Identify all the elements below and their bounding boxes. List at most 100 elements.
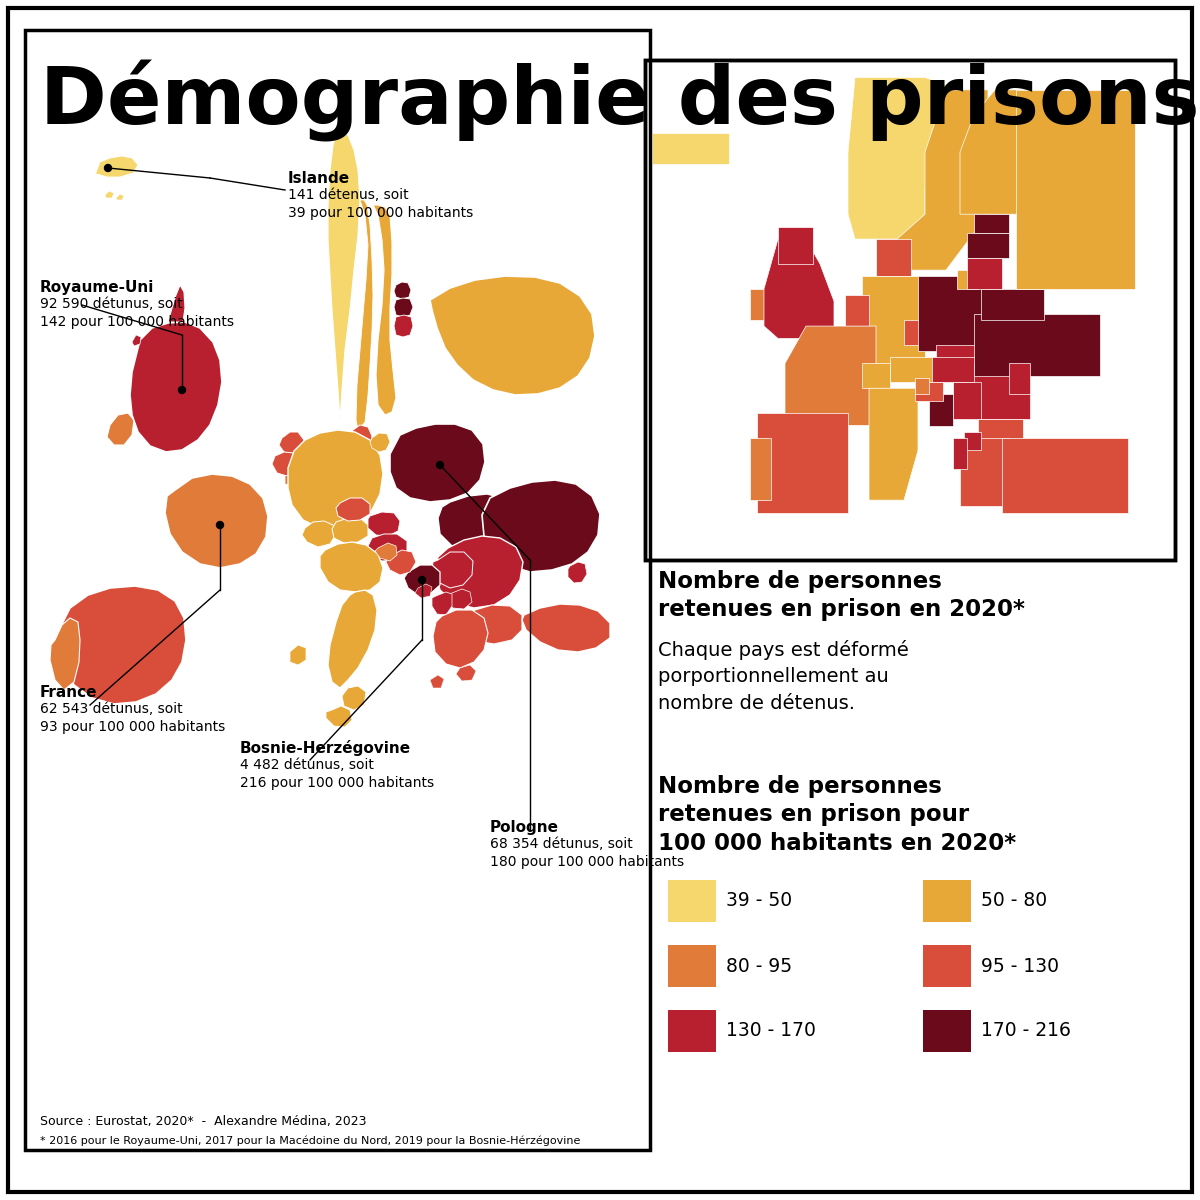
Text: Islande: Islande xyxy=(288,170,350,186)
Polygon shape xyxy=(50,618,80,690)
Circle shape xyxy=(179,386,186,394)
Polygon shape xyxy=(394,282,410,299)
Polygon shape xyxy=(652,133,730,164)
Polygon shape xyxy=(430,276,595,395)
Polygon shape xyxy=(785,326,876,426)
Polygon shape xyxy=(757,413,848,512)
Polygon shape xyxy=(107,413,134,445)
Polygon shape xyxy=(482,480,600,572)
Text: Pologne: Pologne xyxy=(490,820,559,835)
Polygon shape xyxy=(936,344,978,364)
Polygon shape xyxy=(456,665,476,680)
Polygon shape xyxy=(460,605,522,644)
Polygon shape xyxy=(342,686,366,710)
Polygon shape xyxy=(168,284,185,322)
Polygon shape xyxy=(106,191,114,198)
Text: Royaume-Uni: Royaume-Uni xyxy=(40,280,155,295)
Text: Démographie des prisons: Démographie des prisons xyxy=(40,60,1200,142)
Text: 50 - 80: 50 - 80 xyxy=(982,892,1048,911)
Polygon shape xyxy=(848,78,960,239)
Text: Bosnie-Herzégovine: Bosnie-Herzégovine xyxy=(240,740,412,756)
Circle shape xyxy=(104,164,112,172)
Polygon shape xyxy=(166,474,268,568)
Polygon shape xyxy=(1002,438,1128,512)
Polygon shape xyxy=(869,389,918,500)
Polygon shape xyxy=(964,432,982,450)
Polygon shape xyxy=(430,674,444,688)
Polygon shape xyxy=(272,452,299,476)
Text: Chaque pays est déformé
porportionnellement au
nombre de détenus.: Chaque pays est déformé porportionnellem… xyxy=(658,640,908,713)
Polygon shape xyxy=(960,438,1009,506)
Bar xyxy=(923,1010,971,1052)
Polygon shape xyxy=(764,239,834,338)
Polygon shape xyxy=(750,438,772,500)
Text: 62 543 détunus, soit
93 pour 100 000 habitants: 62 543 détunus, soit 93 pour 100 000 hab… xyxy=(40,702,226,734)
Text: 130 - 170: 130 - 170 xyxy=(726,1021,816,1040)
Polygon shape xyxy=(446,589,472,608)
Polygon shape xyxy=(568,562,587,583)
Polygon shape xyxy=(953,382,982,419)
Polygon shape xyxy=(302,521,336,547)
Polygon shape xyxy=(374,542,397,560)
Polygon shape xyxy=(1009,364,1030,395)
Text: Nombre de personnes
retenues en prison en 2020*: Nombre de personnes retenues en prison e… xyxy=(658,570,1025,622)
Bar xyxy=(668,1010,716,1052)
Polygon shape xyxy=(904,320,946,344)
Polygon shape xyxy=(890,358,940,382)
Text: * 2016 pour le Royaume-Uni, 2017 pour la Macédoine du Nord, 2019 pour la Bosnie-: * 2016 pour le Royaume-Uni, 2017 pour la… xyxy=(40,1135,581,1146)
Polygon shape xyxy=(394,298,413,317)
Polygon shape xyxy=(914,382,942,401)
Polygon shape xyxy=(982,289,1044,320)
Text: 141 détenus, soit
39 pour 100 000 habitants: 141 détenus, soit 39 pour 100 000 habita… xyxy=(288,188,473,221)
Polygon shape xyxy=(862,276,925,370)
Text: 95 - 130: 95 - 130 xyxy=(982,956,1060,976)
Polygon shape xyxy=(433,610,488,668)
Circle shape xyxy=(419,576,426,583)
Polygon shape xyxy=(436,536,523,608)
Polygon shape xyxy=(432,552,473,588)
Polygon shape xyxy=(390,424,485,502)
Polygon shape xyxy=(974,364,1030,419)
Polygon shape xyxy=(394,314,413,337)
Polygon shape xyxy=(386,550,416,575)
Polygon shape xyxy=(320,542,383,592)
Polygon shape xyxy=(432,592,452,614)
Polygon shape xyxy=(368,534,407,560)
Bar xyxy=(646,60,1175,560)
Text: Nombre de personnes
retenues en prison pour
100 000 habitants en 2020*: Nombre de personnes retenues en prison p… xyxy=(658,775,1016,854)
Polygon shape xyxy=(336,498,370,521)
Polygon shape xyxy=(356,200,373,430)
Polygon shape xyxy=(862,364,890,389)
Polygon shape xyxy=(967,233,1009,258)
Polygon shape xyxy=(978,419,1022,444)
Text: 92 590 détunus, soit
142 pour 100 000 habitants: 92 590 détunus, soit 142 pour 100 000 ha… xyxy=(40,296,234,329)
Polygon shape xyxy=(350,425,372,450)
Polygon shape xyxy=(918,276,988,350)
Polygon shape xyxy=(60,586,186,704)
Polygon shape xyxy=(438,494,512,550)
Polygon shape xyxy=(368,512,400,536)
Text: Source : Eurostat, 2020*  -  Alexandre Médina, 2023: Source : Eurostat, 2020* - Alexandre Méd… xyxy=(40,1115,366,1128)
Polygon shape xyxy=(974,313,1100,376)
Polygon shape xyxy=(953,438,967,469)
Text: France: France xyxy=(40,685,97,700)
Polygon shape xyxy=(876,239,911,276)
Polygon shape xyxy=(960,90,1030,214)
Bar xyxy=(668,880,716,922)
Polygon shape xyxy=(838,326,862,344)
Text: 4 482 détunus, soit
216 pour 100 000 habitants: 4 482 détunus, soit 216 pour 100 000 hab… xyxy=(240,758,434,791)
Text: 80 - 95: 80 - 95 xyxy=(726,956,792,976)
Polygon shape xyxy=(974,214,1009,233)
Circle shape xyxy=(216,522,223,528)
Polygon shape xyxy=(132,335,142,346)
Polygon shape xyxy=(370,433,390,452)
Polygon shape xyxy=(328,590,377,688)
Polygon shape xyxy=(286,474,295,485)
Bar xyxy=(646,60,1175,560)
Polygon shape xyxy=(290,646,306,665)
Polygon shape xyxy=(522,604,610,652)
Bar xyxy=(25,30,650,1150)
Polygon shape xyxy=(415,584,432,598)
Polygon shape xyxy=(750,289,778,320)
Polygon shape xyxy=(130,322,222,452)
